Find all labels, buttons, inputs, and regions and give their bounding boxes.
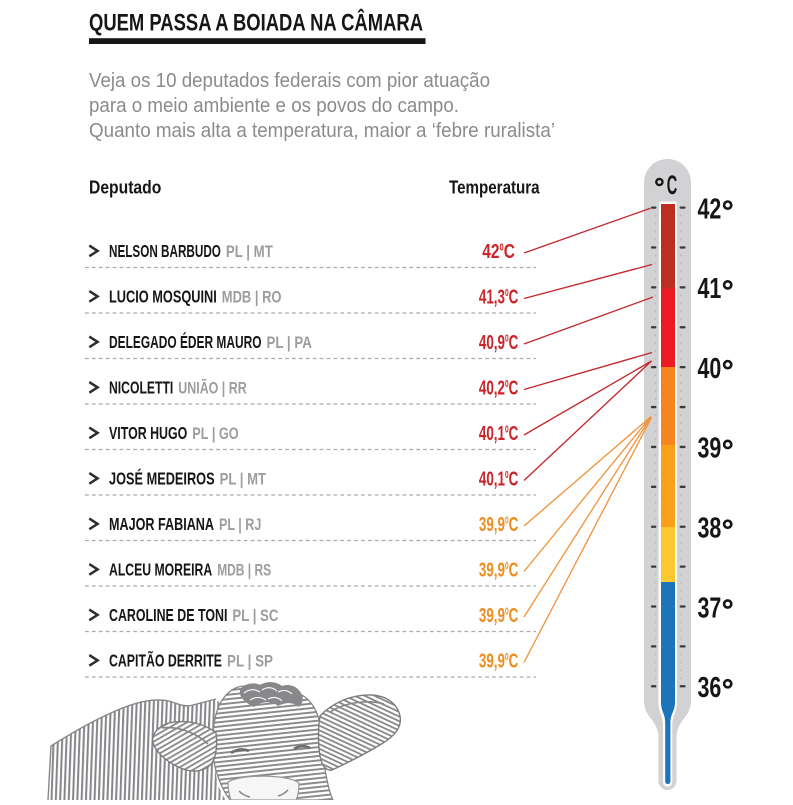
svg-text:PL | SC: PL | SC: [232, 607, 278, 625]
svg-text:Veja os 10 deputados federais: Veja os 10 deputados federais com pior a…: [89, 69, 490, 92]
svg-text:40,10C: 40,10C: [479, 422, 519, 445]
svg-text:NELSON BARBUDO: NELSON BARBUDO: [109, 241, 221, 261]
svg-text:CAROLINE DE TONI: CAROLINE DE TONI: [109, 605, 227, 625]
svg-text:40: 40: [698, 353, 722, 385]
svg-text:MDB | RO: MDB | RO: [222, 289, 282, 307]
svg-text:CAPITÃO DERRITE: CAPITÃO DERRITE: [109, 651, 222, 671]
svg-text:PL | GO: PL | GO: [192, 425, 238, 443]
svg-text:Temperatura: Temperatura: [449, 177, 540, 198]
svg-text:PL | MT: PL | MT: [226, 243, 273, 261]
svg-text:39,90C: 39,90C: [479, 513, 519, 536]
svg-text:NICOLETTI: NICOLETTI: [109, 378, 173, 398]
svg-text:MAJOR FABIANA: MAJOR FABIANA: [109, 514, 214, 534]
svg-text:39: 39: [698, 433, 722, 465]
svg-text:MDB | RS: MDB | RS: [217, 562, 271, 580]
svg-text:42: 42: [698, 193, 722, 225]
svg-text:PL | PA: PL | PA: [267, 334, 312, 352]
svg-text:QUEM PASSA A BOIADA NA CÂMARA: QUEM PASSA A BOIADA NA CÂMARA: [89, 9, 423, 37]
svg-text:38: 38: [698, 513, 722, 545]
svg-text:PL | MT: PL | MT: [220, 471, 266, 489]
svg-text:ALCEU MOREIRA: ALCEU MOREIRA: [109, 560, 212, 580]
svg-text:39,90C: 39,90C: [479, 604, 519, 627]
svg-text:41,30C: 41,30C: [479, 285, 519, 308]
svg-text:39,90C: 39,90C: [479, 558, 519, 581]
svg-text:para o meio ambiente e os povo: para o meio ambiente e os povos do campo…: [89, 94, 459, 117]
svg-text:40,20C: 40,20C: [479, 376, 519, 399]
svg-text:PL | RJ: PL | RJ: [219, 516, 261, 534]
svg-text:Deputado: Deputado: [89, 177, 161, 198]
svg-text:LUCIO MOSQUINI: LUCIO MOSQUINI: [109, 287, 217, 307]
svg-text:DELEGADO ÉDER MAURO: DELEGADO ÉDER MAURO: [109, 332, 262, 352]
svg-text:39,90C: 39,90C: [479, 649, 519, 672]
svg-text:36: 36: [698, 672, 722, 704]
svg-text:JOSÉ MEDEIROS: JOSÉ MEDEIROS: [109, 469, 215, 489]
svg-text:420C: 420C: [482, 240, 515, 263]
svg-text:41: 41: [698, 273, 722, 305]
svg-text:40,90C: 40,90C: [479, 331, 519, 354]
svg-text:37: 37: [698, 592, 722, 624]
svg-text:PL | SP: PL | SP: [227, 653, 273, 671]
svg-text:Quanto mais alta a temperatura: Quanto mais alta a temperatura, maior a …: [89, 119, 555, 142]
svg-text:C: C: [667, 170, 678, 200]
svg-text:UNIÃO | RR: UNIÃO | RR: [178, 378, 247, 398]
svg-text:VITOR HUGO: VITOR HUGO: [109, 423, 187, 443]
svg-text:40,10C: 40,10C: [479, 467, 519, 490]
